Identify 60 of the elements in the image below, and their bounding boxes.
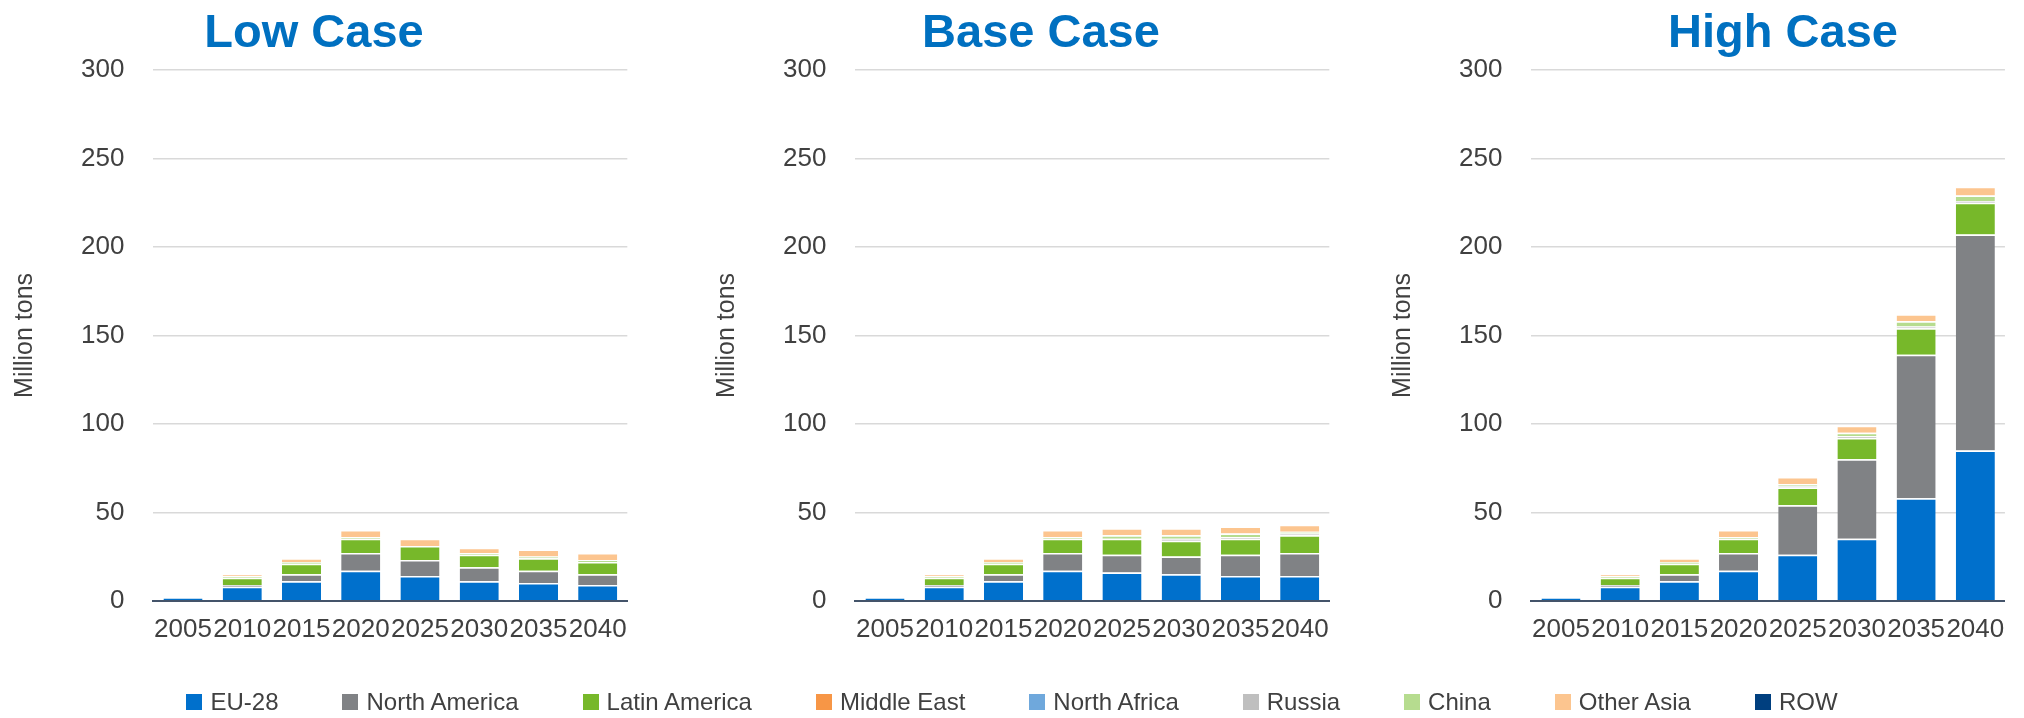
x-tick-label: 2020: [1709, 612, 1768, 643]
x-tick-label: 2035: [1211, 612, 1270, 643]
y-tick-label: 100: [782, 407, 827, 438]
x-tick-label: 2020: [331, 612, 390, 643]
x-tick-label: 2025: [391, 612, 449, 643]
y-tick-label: 50: [95, 495, 125, 526]
y-tick-label: 250: [1458, 141, 1503, 172]
x-tick-label: 2035: [1887, 612, 1946, 643]
y-tick-label: 150: [80, 318, 125, 349]
x-tick-label: 2040: [1270, 612, 1329, 643]
x-tick-label: 2010: [213, 612, 272, 643]
x-tick-label: 2035: [509, 612, 568, 643]
x-tick-label: 2030: [1828, 612, 1886, 643]
y-tick-label: 200: [782, 230, 827, 261]
x-tick-label: 2040: [1946, 612, 2005, 643]
x-tick-label: 2015: [272, 612, 331, 643]
y-tick-label: 150: [782, 318, 827, 349]
y-tick-label: 0: [811, 583, 827, 614]
legend-label: Middle East: [839, 688, 966, 716]
y-tick-label: 100: [80, 407, 125, 438]
x-tick-label: 2025: [1768, 612, 1827, 643]
y-tick-label: 250: [782, 141, 827, 172]
y-axis-title: Million tons: [8, 272, 37, 398]
x-tick-label: 2030: [450, 612, 509, 643]
y-axis-title: Million tons: [1386, 272, 1415, 398]
legend-label: China: [1428, 688, 1491, 716]
legend-label: Other Asia: [1578, 688, 1691, 716]
y-tick-label: 150: [1458, 318, 1503, 349]
x-tick-label: 2005: [154, 612, 212, 643]
y-axis-title: Million tons: [710, 272, 739, 398]
x-tick-label: 2005: [856, 612, 914, 643]
x-tick-label: 2010: [1591, 612, 1650, 643]
legend-label: North America: [366, 688, 519, 716]
legend-label: ROW: [1778, 688, 1838, 716]
y-tick-label: 50: [1473, 495, 1503, 526]
y-tick-label: 250: [80, 141, 125, 172]
legend-label: EU-28: [210, 688, 279, 716]
legend-label: Russia: [1266, 688, 1341, 716]
y-tick-label: 300: [80, 53, 125, 84]
x-tick-label: 2015: [974, 612, 1033, 643]
x-tick-label: 2005: [1532, 612, 1590, 643]
y-tick-label: 0: [109, 583, 125, 614]
x-tick-label: 2030: [1152, 612, 1211, 643]
x-tick-label: 2025: [1093, 612, 1151, 643]
y-tick-label: 200: [1458, 230, 1503, 261]
x-tick-label: 2015: [1650, 612, 1709, 643]
y-tick-label: 50: [797, 495, 827, 526]
y-tick-label: 0: [1487, 583, 1503, 614]
chart-title: Low Case: [203, 4, 425, 57]
y-tick-label: 100: [1458, 407, 1503, 438]
chart-title: High Case: [1667, 4, 1899, 57]
y-tick-label: 300: [1458, 53, 1503, 84]
x-tick-label: 2010: [915, 612, 974, 643]
y-tick-label: 200: [80, 230, 125, 261]
y-tick-label: 300: [782, 53, 827, 84]
legend-label: North Africa: [1053, 688, 1179, 716]
x-tick-label: 2040: [568, 612, 627, 643]
x-tick-label: 2020: [1033, 612, 1092, 643]
legend-label: Latin America: [606, 688, 752, 716]
chart-title: Base Case: [921, 4, 1161, 57]
